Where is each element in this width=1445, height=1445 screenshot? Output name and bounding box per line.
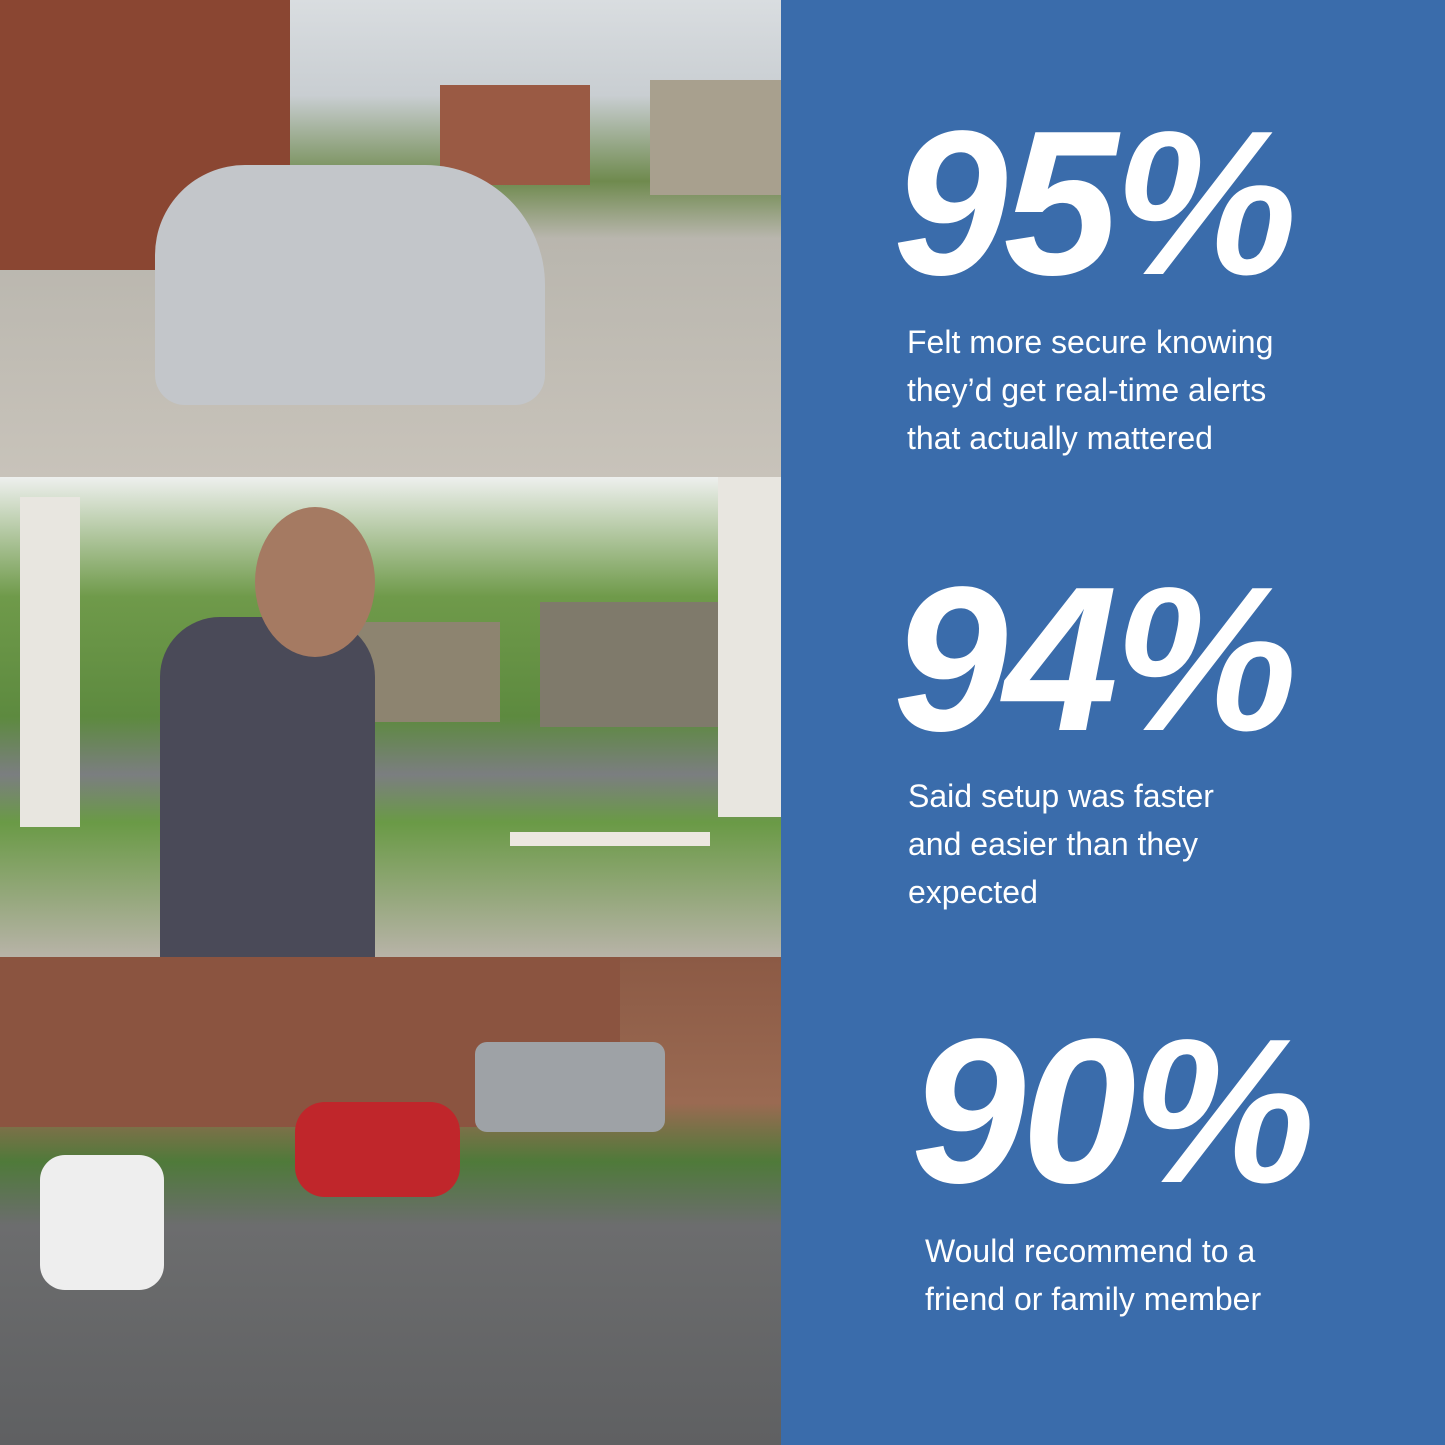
silver-car — [155, 165, 545, 405]
photo-collage — [0, 0, 781, 1445]
stat-value-recommend: 90% — [911, 996, 1315, 1226]
porch-railing — [510, 832, 710, 957]
stat-description-recommend: Would recommend to a friend or family me… — [925, 1233, 1262, 1317]
gray-pickup-truck — [475, 1042, 665, 1132]
house — [650, 80, 781, 195]
photo-parking-lot — [0, 957, 781, 1445]
stats-panel: 95% Felt more secure knowing they’d get … — [781, 0, 1445, 1445]
photo-driveway-car — [0, 0, 781, 477]
man-head — [255, 507, 375, 657]
stat-value-secure: 95% — [893, 88, 1297, 318]
porch-column — [20, 497, 80, 827]
white-suv — [40, 1155, 164, 1290]
photo-porch-man — [0, 477, 781, 957]
stat-value-setup: 94% — [893, 544, 1297, 774]
house — [540, 602, 725, 727]
house — [440, 85, 590, 185]
red-car — [295, 1102, 460, 1197]
stat-description-secure: Felt more secure knowing they’d get real… — [907, 324, 1274, 456]
man-plaid-shirt — [160, 617, 375, 957]
stat-description-setup: Said setup was faster and easier than th… — [908, 778, 1214, 910]
porch-column — [718, 477, 781, 817]
